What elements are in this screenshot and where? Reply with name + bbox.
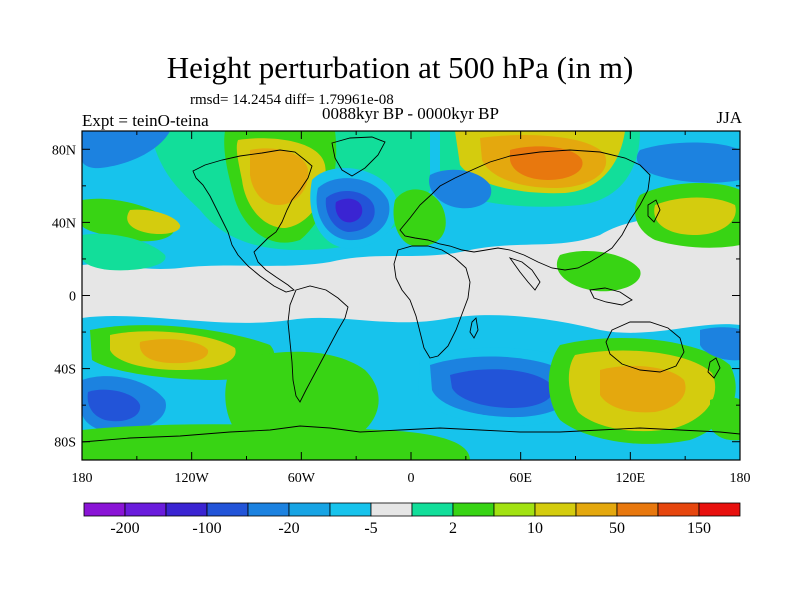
- lon-tick-label: 120E: [616, 471, 646, 486]
- lon-tick-label: 60E: [509, 471, 532, 486]
- colorbar-label: -5: [364, 520, 377, 537]
- lon-tick-label: 120W: [175, 471, 210, 486]
- lat-tick-label: 40S: [54, 363, 76, 378]
- siberia-dark-orange: [510, 146, 583, 180]
- colorbar-box: [247, 502, 290, 517]
- colorbar-box: [452, 502, 495, 517]
- east-pacific-blue: [700, 327, 740, 361]
- coast-japan: [647, 199, 661, 223]
- north-pacific-west-yellow: [127, 209, 181, 235]
- coast-greenland: [331, 136, 386, 177]
- colorbar-label: 10: [527, 520, 543, 537]
- colorbar-box: [411, 502, 454, 517]
- coast-africa: [393, 245, 471, 359]
- lon-tick-label: 0: [408, 471, 415, 486]
- lat-tick-label: 80N: [52, 143, 76, 158]
- colorbar-label: -200: [110, 520, 139, 537]
- south-pacific-orange: [139, 339, 209, 364]
- lat-tick-label: 0: [69, 290, 76, 305]
- colorbar-box: [124, 502, 167, 517]
- east-asia-yellow: [654, 197, 736, 235]
- north-pacific-blue-top: [82, 131, 170, 169]
- colorbar-label: 50: [609, 520, 625, 537]
- far-east-green: [710, 397, 740, 441]
- colorbar-box: [329, 502, 372, 517]
- coastlines: [82, 136, 740, 443]
- colorbar-label: 150: [687, 520, 711, 537]
- colorbar-box: [493, 502, 536, 517]
- lat-tick-label: 40N: [52, 216, 76, 231]
- coast-north-america: [192, 149, 313, 293]
- colorbar-box: [657, 502, 700, 517]
- period-label: 0088kyr BP - 0000kyr BP: [322, 104, 499, 123]
- colorbar: -200 -100 -20 -5 2 10 50 150: [83, 502, 741, 537]
- axis-tick-labels: 80N 40N 0 40S 80S 180 120W 60W 0 60E 120E 180: [52, 143, 751, 486]
- coast-sea-islands: [589, 287, 633, 306]
- lon-tick-label: 60W: [288, 471, 316, 486]
- colorbar-box: [698, 502, 741, 517]
- north-america-orange: [250, 148, 309, 205]
- indian-ocean-low-dark: [450, 369, 554, 408]
- coast-antarctica: [82, 425, 740, 443]
- colorbar-box: [575, 502, 618, 517]
- stats-label: rmsd= 14.2454 diff= 1.79961e-08: [190, 92, 394, 108]
- europe-green: [393, 189, 446, 247]
- south-pacific-low-dark: [87, 389, 141, 422]
- australia-orange: [600, 365, 686, 413]
- coast-south-america: [287, 285, 349, 403]
- map-title: Height perturbation at 500 hPa (in m): [166, 50, 634, 85]
- antarctic-green: [82, 424, 470, 460]
- atlantic-low-deep: [335, 198, 363, 223]
- colorbar-box: [165, 502, 208, 517]
- lat-tick-label: 80S: [54, 436, 76, 451]
- colorbar-label: -100: [192, 520, 221, 537]
- coast-australia: [605, 321, 685, 373]
- colorbar-box: [534, 502, 577, 517]
- eurasia-low-blue: [429, 169, 492, 209]
- colorbar-label: 2: [449, 520, 457, 537]
- axis-ticks: [81, 131, 741, 460]
- tropics-teal-west: [82, 233, 166, 271]
- colorbar-label: -20: [278, 520, 299, 537]
- experiment-label: Expt = teinO-teina: [82, 111, 209, 130]
- colorbar-box: [206, 502, 249, 517]
- coast-madagascar: [469, 317, 479, 339]
- colorbar-box: [288, 502, 331, 517]
- colorbar-box: [616, 502, 659, 517]
- coast-eurasia: [399, 149, 651, 271]
- height-field: [82, 131, 740, 460]
- colorbar-box: [370, 502, 413, 517]
- coast-new-zealand: [707, 357, 721, 379]
- lon-tick-label: 180: [730, 471, 751, 486]
- colorbar-box: [83, 502, 126, 517]
- tropics-green-asia: [556, 250, 641, 292]
- arctic-blue-east: [636, 142, 740, 183]
- lon-tick-label: 180: [72, 471, 93, 486]
- season-label: JJA: [716, 108, 742, 127]
- coast-india: [508, 257, 541, 291]
